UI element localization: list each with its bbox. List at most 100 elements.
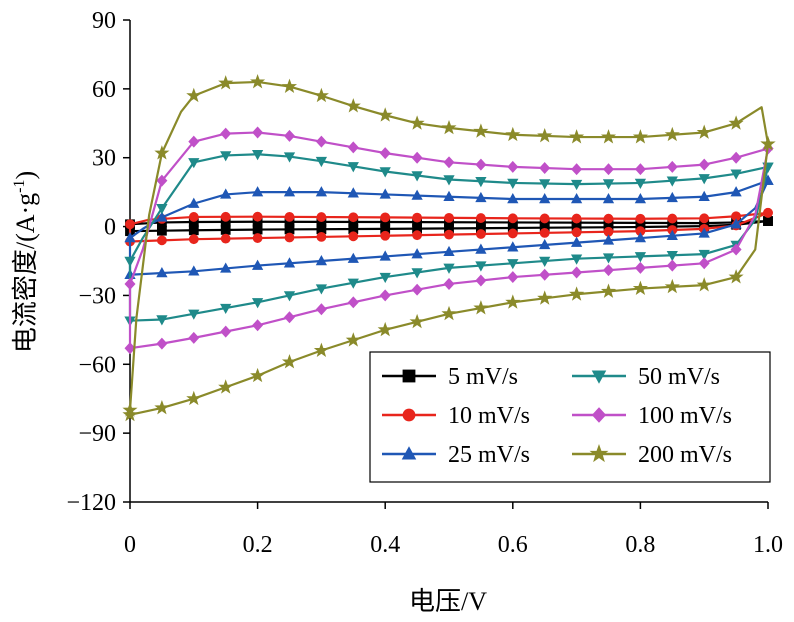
legend-label: 200 mV/s (638, 442, 732, 468)
y-tick-label: 30 (92, 146, 116, 172)
data-point (283, 291, 296, 302)
data-point (696, 277, 712, 292)
data-point (315, 284, 328, 295)
legend-item: 25 mV/s (382, 442, 530, 468)
data-point (125, 219, 135, 230)
data-point (412, 230, 423, 241)
data-point (505, 294, 521, 309)
data-point (284, 311, 295, 324)
series-200-mv-s (122, 74, 776, 422)
data-point (666, 251, 678, 262)
data-point (188, 158, 200, 169)
data-point (315, 135, 327, 148)
data-point (348, 231, 359, 242)
data-point (539, 213, 550, 224)
data-point (218, 379, 234, 394)
data-point (156, 337, 168, 350)
data-point (315, 186, 328, 197)
data-point (412, 212, 423, 223)
data-point (347, 252, 359, 263)
data-point (539, 268, 551, 281)
data-point (220, 233, 231, 244)
data-point (475, 213, 486, 223)
data-point (507, 178, 519, 189)
data-point (411, 248, 423, 259)
data-point (444, 229, 454, 240)
data-point (696, 124, 712, 139)
data-point (186, 87, 202, 103)
data-point (156, 203, 168, 215)
data-point (666, 160, 678, 173)
data-point (379, 167, 391, 178)
data-point (539, 238, 551, 250)
data-point (602, 179, 615, 190)
data-point (600, 129, 617, 144)
data-point (347, 141, 359, 154)
data-point (188, 197, 200, 208)
legend-item: 5 mV/s (382, 364, 518, 390)
data-point (571, 213, 582, 224)
data-point (698, 190, 710, 201)
data-point (475, 261, 487, 272)
data-point (377, 321, 393, 337)
data-point (379, 289, 391, 302)
data-point (186, 390, 202, 406)
data-point (402, 408, 416, 422)
data-point (505, 126, 521, 142)
data-point (730, 186, 742, 197)
data-point (251, 298, 264, 309)
data-point (220, 325, 232, 338)
data-point (188, 234, 199, 245)
data-point (315, 303, 327, 316)
y-axis-title-superscript: -1 (11, 180, 28, 193)
data-point (537, 127, 553, 143)
data-point (603, 163, 614, 176)
data-point (188, 331, 200, 344)
data-point (602, 193, 615, 204)
data-point (539, 256, 551, 268)
legend: 5 mV/s 10 mV/s 25 mV/s 50 mV/s 100 mV/s 200 m… (369, 351, 771, 483)
data-point (507, 213, 518, 224)
data-point (473, 123, 489, 138)
data-point (283, 257, 296, 268)
data-point (600, 283, 617, 298)
data-point (698, 174, 710, 185)
data-point (124, 277, 136, 290)
series-layer (122, 74, 776, 422)
data-point (507, 271, 519, 284)
data-point (156, 315, 168, 326)
data-point (569, 286, 585, 301)
data-point (591, 407, 607, 423)
data-point (252, 233, 263, 243)
data-point (284, 211, 295, 222)
x-tick-label: 0 (124, 532, 136, 558)
data-point (250, 367, 266, 383)
series-line (128, 153, 770, 322)
y-axis-title-main: 电流密度/(A·g (11, 193, 40, 353)
data-point (730, 151, 742, 164)
data-point (441, 119, 457, 135)
data-point (570, 254, 583, 265)
y-tick-label: −90 (78, 421, 116, 447)
data-point (443, 175, 455, 186)
data-point (507, 160, 519, 173)
data-point (728, 115, 744, 130)
data-point (188, 265, 200, 276)
data-point (220, 151, 232, 162)
y-tick-label: −30 (78, 283, 116, 309)
data-point (315, 156, 328, 168)
series-50-mv-s (124, 150, 774, 327)
data-point (315, 254, 328, 266)
data-point (475, 191, 487, 203)
data-point (411, 268, 423, 279)
data-point (188, 225, 199, 236)
data-point (539, 162, 551, 175)
data-point (250, 74, 266, 89)
data-point (379, 250, 391, 261)
data-point (632, 129, 648, 144)
data-point (220, 188, 232, 199)
y-tick-label: −60 (78, 352, 116, 378)
data-point (220, 224, 231, 235)
data-point (570, 179, 583, 191)
data-point (251, 150, 264, 161)
